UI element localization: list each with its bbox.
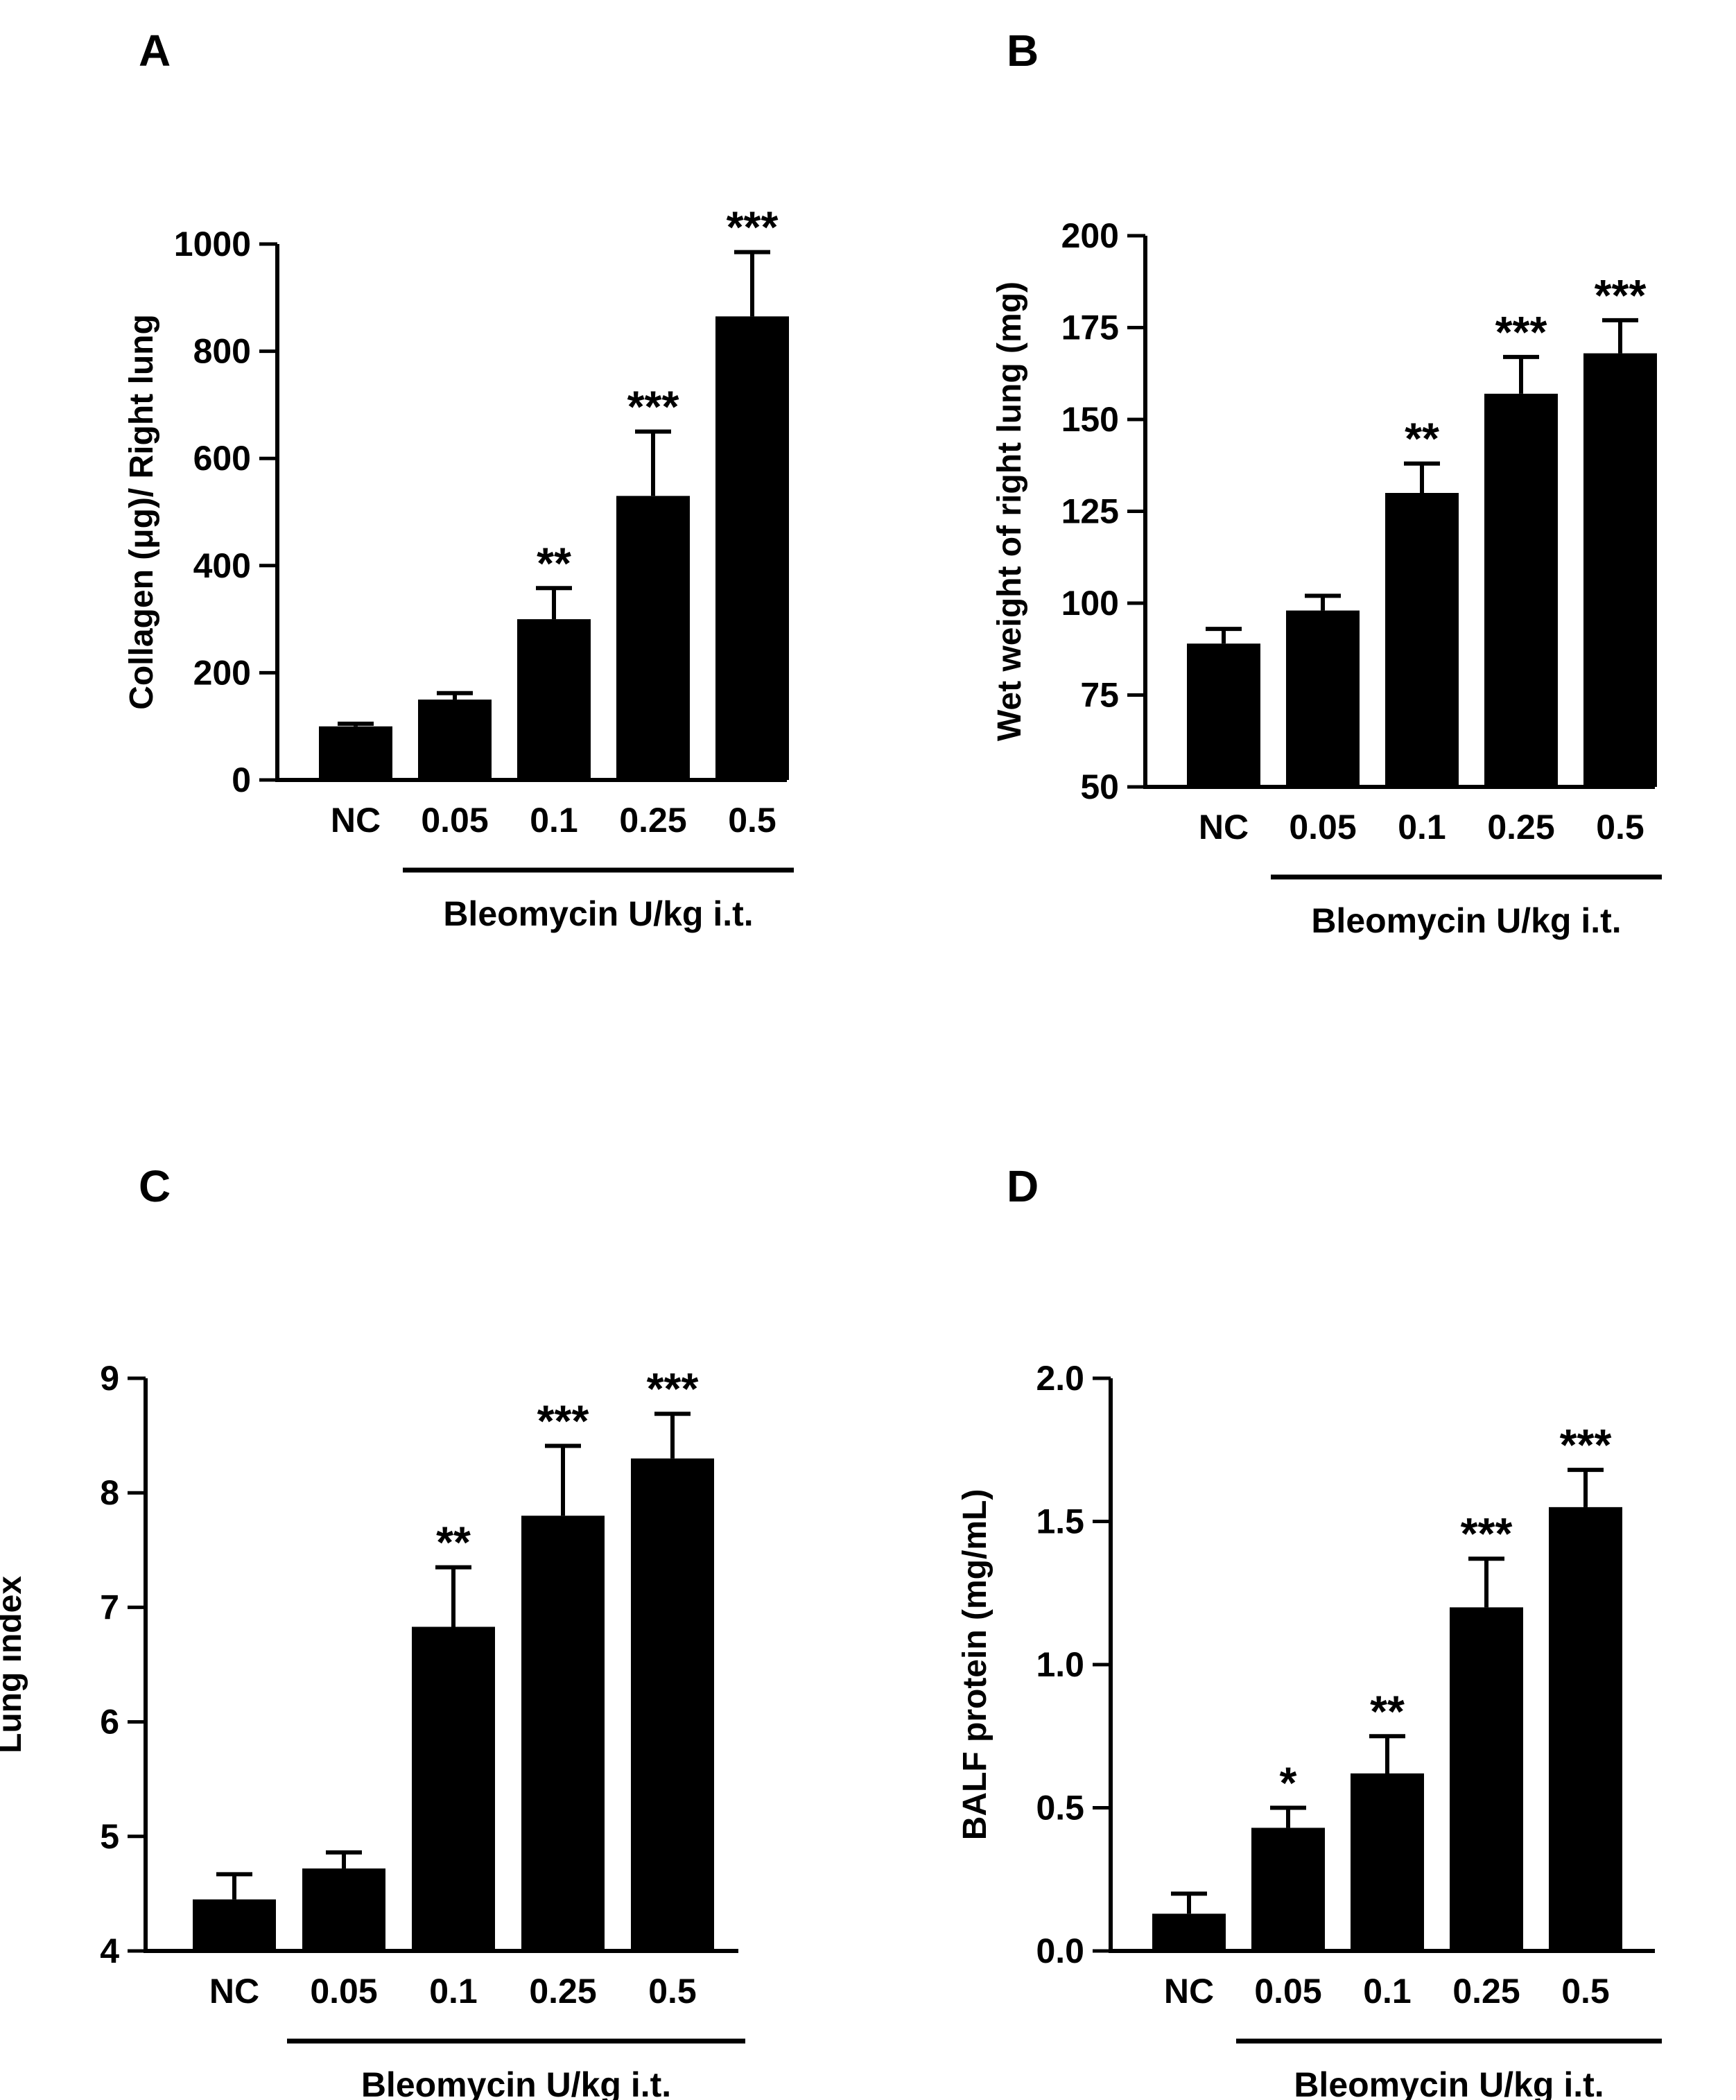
y-tick-label: 200: [193, 653, 251, 692]
x-tick-label: 0.05: [421, 801, 488, 840]
y-tick-label: 6: [100, 1703, 119, 1742]
x-tick-label: NC: [209, 1972, 259, 2011]
panel-c: C 4 5 6 7 8 9 Lung index NC 0.05 ** 0.1 *** 0.25 *** 0…: [0, 1050, 868, 2100]
significance-mark: **: [436, 1518, 471, 1568]
x-tick-label: 0.5: [1596, 808, 1644, 847]
significance-mark: ***: [1461, 1509, 1513, 1559]
panel-label: B: [1007, 26, 1039, 76]
significance-mark: ***: [1595, 270, 1647, 320]
y-tick-label: 4: [100, 1932, 119, 1970]
y-axis-label: Collagen (μg)/ Right lung: [123, 314, 160, 710]
y-tick-label: 7: [100, 1588, 119, 1626]
x-tick-label: NC: [1199, 808, 1249, 847]
bar: [1152, 1914, 1226, 1951]
y-tick-label: 400: [193, 546, 251, 585]
y-tick-label: 100: [1061, 584, 1119, 623]
group-label: Bleomycin U/kg i.t.: [443, 894, 753, 933]
y-tick-label: 175: [1061, 309, 1119, 347]
significance-mark: **: [537, 538, 571, 588]
y-axis-label: BALF protein (mg/mL): [957, 1489, 993, 1841]
chart-b: 50 75 100 125 150 175 200 Wet weight of right l…: [991, 216, 1662, 940]
x-tick-label: NC: [331, 801, 381, 840]
y-tick-label: 5: [100, 1817, 119, 1856]
bar: [193, 1899, 276, 1951]
group-label: Bleomycin U/kg i.t.: [1311, 901, 1621, 940]
bar: [1351, 1773, 1424, 1951]
x-tick-label: 0.5: [648, 1972, 697, 2011]
y-tick-label: 800: [193, 332, 251, 371]
y-tick-label: 150: [1061, 400, 1119, 439]
y-tick-label: 75: [1080, 676, 1119, 715]
bar: [418, 700, 492, 780]
y-tick-label: 600: [193, 439, 251, 478]
x-tick-label: 0.1: [530, 801, 578, 840]
x-tick-label: 0.5: [728, 801, 776, 840]
significance-mark: ***: [627, 382, 679, 432]
bar: [1549, 1507, 1622, 1951]
bar: [521, 1516, 605, 1951]
y-axis-label: Lung index: [0, 1576, 28, 1753]
bar: [319, 726, 392, 780]
panel-d: D 0.0 0.5 1.0 1.5 2.0 BALF protein (mg/mL) NC *…: [868, 1050, 1736, 2100]
x-tick-label: 0.05: [1289, 808, 1356, 847]
y-tick-label: 2.0: [1036, 1359, 1084, 1398]
y-tick-label: 125: [1061, 492, 1119, 531]
bar: [1286, 610, 1360, 787]
panel-label: A: [139, 26, 171, 76]
bar: [302, 1868, 385, 1951]
x-tick-label: 0.5: [1561, 1972, 1610, 2011]
y-tick-label: 0: [232, 761, 251, 799]
chart-d: 0.0 0.5 1.0 1.5 2.0 BALF protein (mg/mL) NC * 0.…: [957, 1359, 1662, 2100]
significance-mark: ***: [1560, 1420, 1612, 1470]
significance-mark: *: [1280, 1758, 1297, 1808]
significance-mark: **: [1370, 1686, 1405, 1736]
chart-a: 0 200 400 600 800 1000 Collagen (μg)/ Right lu…: [123, 202, 794, 933]
bar: [517, 619, 591, 780]
group-label: Bleomycin U/kg i.t.: [361, 2065, 671, 2100]
y-axis-label: Wet weight of right lung (mg): [991, 281, 1028, 741]
x-tick-label: NC: [1164, 1972, 1214, 2011]
significance-mark: ***: [647, 1364, 699, 1414]
x-tick-label: 0.05: [1254, 1972, 1321, 2011]
bar: [631, 1458, 714, 1951]
x-tick-label: 0.1: [1363, 1972, 1412, 2011]
y-tick-label: 9: [100, 1359, 119, 1398]
bar: [1187, 643, 1260, 787]
y-tick-label: 1000: [174, 225, 251, 263]
y-tick-label: 8: [100, 1473, 119, 1512]
panel-a: A 0 200 400 600 800 1000 Collagen (μg)/ Right …: [0, 0, 868, 1050]
y-tick-label: 200: [1061, 216, 1119, 255]
panel-label: C: [139, 1161, 171, 1211]
y-tick-label: 50: [1080, 767, 1119, 806]
bar: [1450, 1607, 1523, 1951]
x-tick-label: 0.25: [529, 1972, 596, 2011]
panel-label: D: [1007, 1161, 1039, 1211]
y-tick-label: 1.0: [1036, 1645, 1084, 1684]
significance-mark: **: [1405, 414, 1439, 464]
x-tick-label: 0.25: [1487, 808, 1554, 847]
bar: [412, 1626, 495, 1951]
bar: [1583, 353, 1657, 788]
panel-b: B 50 75 100 125 150 175 200 Wet weight of right…: [868, 0, 1736, 1050]
bar: [1484, 393, 1558, 787]
bar: [715, 316, 789, 781]
x-tick-label: 0.1: [1398, 808, 1446, 847]
y-tick-label: 0.5: [1036, 1789, 1084, 1828]
y-tick-label: 1.5: [1036, 1502, 1084, 1541]
bar: [1385, 493, 1459, 787]
significance-mark: ***: [727, 202, 779, 252]
chart-c: 4 5 6 7 8 9 Lung index NC 0.05 ** 0.1 *** 0.25 *** 0.5…: [0, 1359, 745, 2100]
x-tick-label: 0.05: [310, 1972, 377, 2011]
bar: [616, 496, 690, 780]
x-tick-label: 0.25: [1452, 1972, 1520, 2011]
bar: [1251, 1828, 1325, 1951]
significance-mark: ***: [1495, 307, 1547, 357]
x-tick-label: 0.1: [429, 1972, 478, 2011]
y-tick-label: 0.0: [1036, 1932, 1084, 1970]
group-label: Bleomycin U/kg i.t.: [1294, 2065, 1604, 2100]
x-tick-label: 0.25: [619, 801, 686, 840]
significance-mark: ***: [537, 1396, 589, 1446]
